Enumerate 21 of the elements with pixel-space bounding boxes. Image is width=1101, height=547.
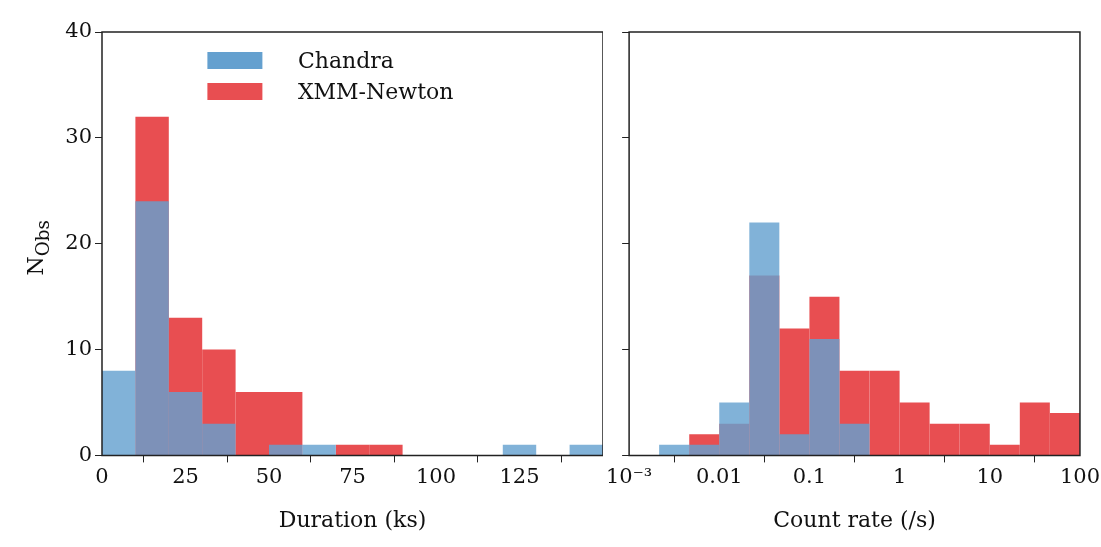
x-tick-label: 75 [339, 464, 366, 489]
x-axis-title: Count rate (/s) [773, 506, 936, 532]
x-tick-label: 1 [892, 464, 907, 489]
x-tick-label: 10 [976, 464, 1004, 489]
legend-label: Chandra [297, 48, 394, 73]
y-tick-label: 20 [65, 230, 92, 255]
x-tick-label: 100 [415, 464, 457, 489]
y-tick-label: 0 [78, 441, 92, 466]
x-tick-label: 25 [172, 464, 199, 489]
x-tick-label: 0.01 [695, 464, 743, 489]
x-tick-label: 50 [255, 464, 283, 489]
x-tick-label: 0 [95, 464, 109, 489]
x-axis-title: Duration (ks) [278, 506, 427, 532]
x-tick-label: 0.1 [792, 464, 827, 489]
legend-label: XMM-Newton [297, 79, 454, 104]
x-tick-label: 125 [499, 464, 540, 489]
x-tick-label: 100 [1059, 464, 1101, 489]
y-tick-label: 30 [65, 124, 92, 149]
x-tick-label: 10⁻³ [606, 464, 653, 489]
y-tick-label: 40 [65, 18, 92, 43]
y-tick-label: 10 [65, 336, 92, 360]
